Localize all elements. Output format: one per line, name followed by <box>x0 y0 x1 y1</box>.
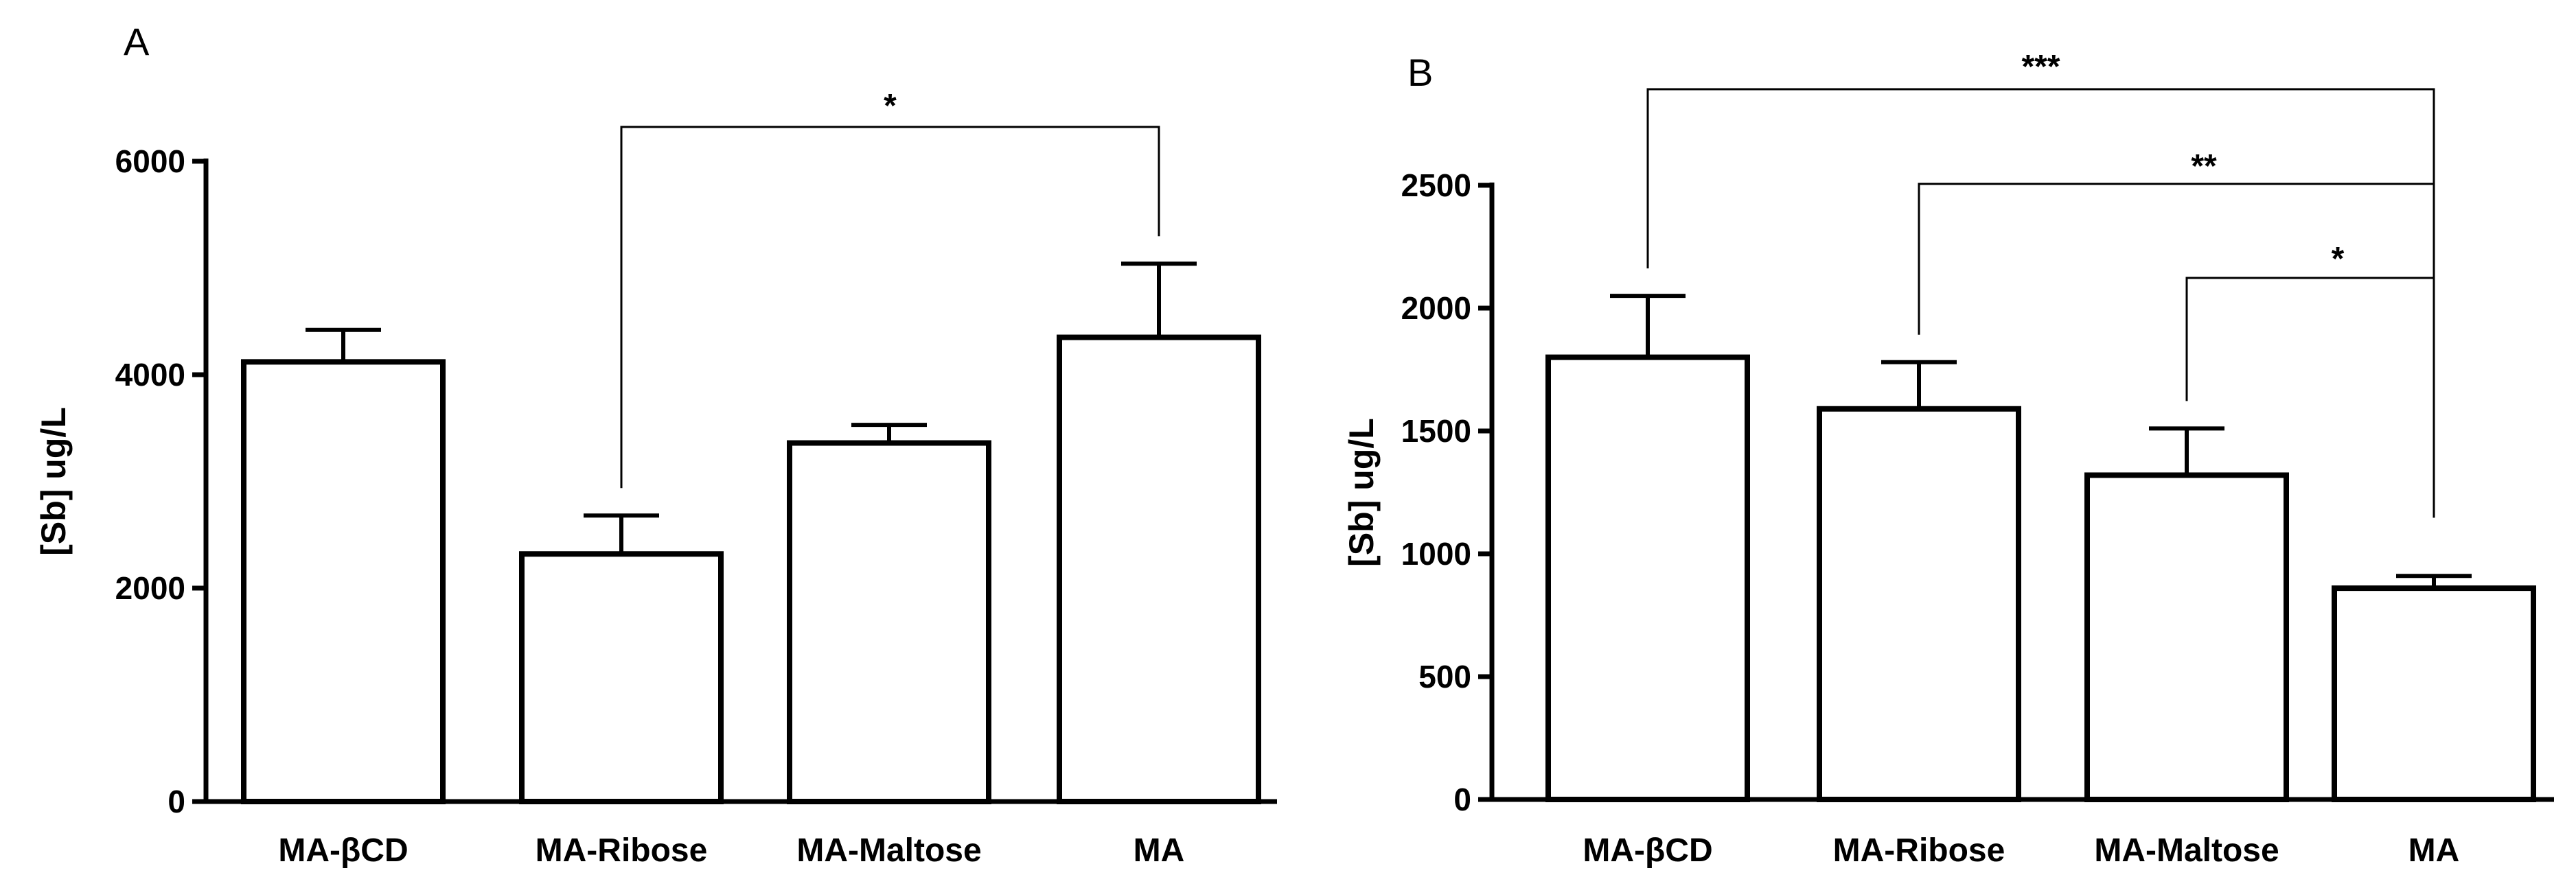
significance-label: * <box>2332 241 2345 277</box>
significance-bracket <box>2185 277 2435 518</box>
x-tick-label: MA-βCD <box>278 832 408 869</box>
x-tick-label: MA <box>1134 832 1185 869</box>
significance-bracket <box>1646 88 2435 518</box>
y-tick-label: 0 <box>168 784 185 819</box>
panel-label-b: B <box>1407 51 1433 94</box>
panel-label-a: A <box>124 20 150 63</box>
bar <box>2084 472 2289 802</box>
y-tick-label: 2500 <box>1401 167 1471 203</box>
y-tick-label: 500 <box>1418 659 1471 694</box>
y-tick-label: 4000 <box>115 357 185 393</box>
x-tick-label: MA-βCD <box>1583 832 1712 869</box>
x-tick-label: MA-Maltose <box>2094 832 2279 869</box>
bar <box>1057 334 1261 804</box>
bar <box>787 440 991 804</box>
y-tick-label: 1500 <box>1401 413 1471 449</box>
bar <box>1545 354 1750 802</box>
y-tick-label: 0 <box>1453 782 1471 817</box>
x-tick-label: MA-Ribose <box>536 832 708 869</box>
y-axis-label: [Sb] ug/L <box>34 407 73 556</box>
significance-label: ** <box>2191 148 2217 185</box>
y-tick-label: 2000 <box>115 570 185 606</box>
y-tick-label: 1000 <box>1401 536 1471 572</box>
y-tick-label: 6000 <box>115 143 185 179</box>
significance-label: * <box>884 88 897 124</box>
significance-label: *** <box>2021 49 2060 85</box>
significance-bracket <box>620 126 1160 489</box>
y-axis-label: [Sb] ug/L <box>1342 418 1381 567</box>
bar <box>519 551 724 804</box>
bar <box>241 359 446 804</box>
x-tick-label: MA-Ribose <box>1833 832 2005 869</box>
y-tick-label: 2000 <box>1401 290 1471 326</box>
x-tick-label: MA <box>2408 832 2460 869</box>
bar <box>1817 406 2021 802</box>
bar <box>2332 585 2536 802</box>
x-tick-label: MA-Maltose <box>796 832 981 869</box>
